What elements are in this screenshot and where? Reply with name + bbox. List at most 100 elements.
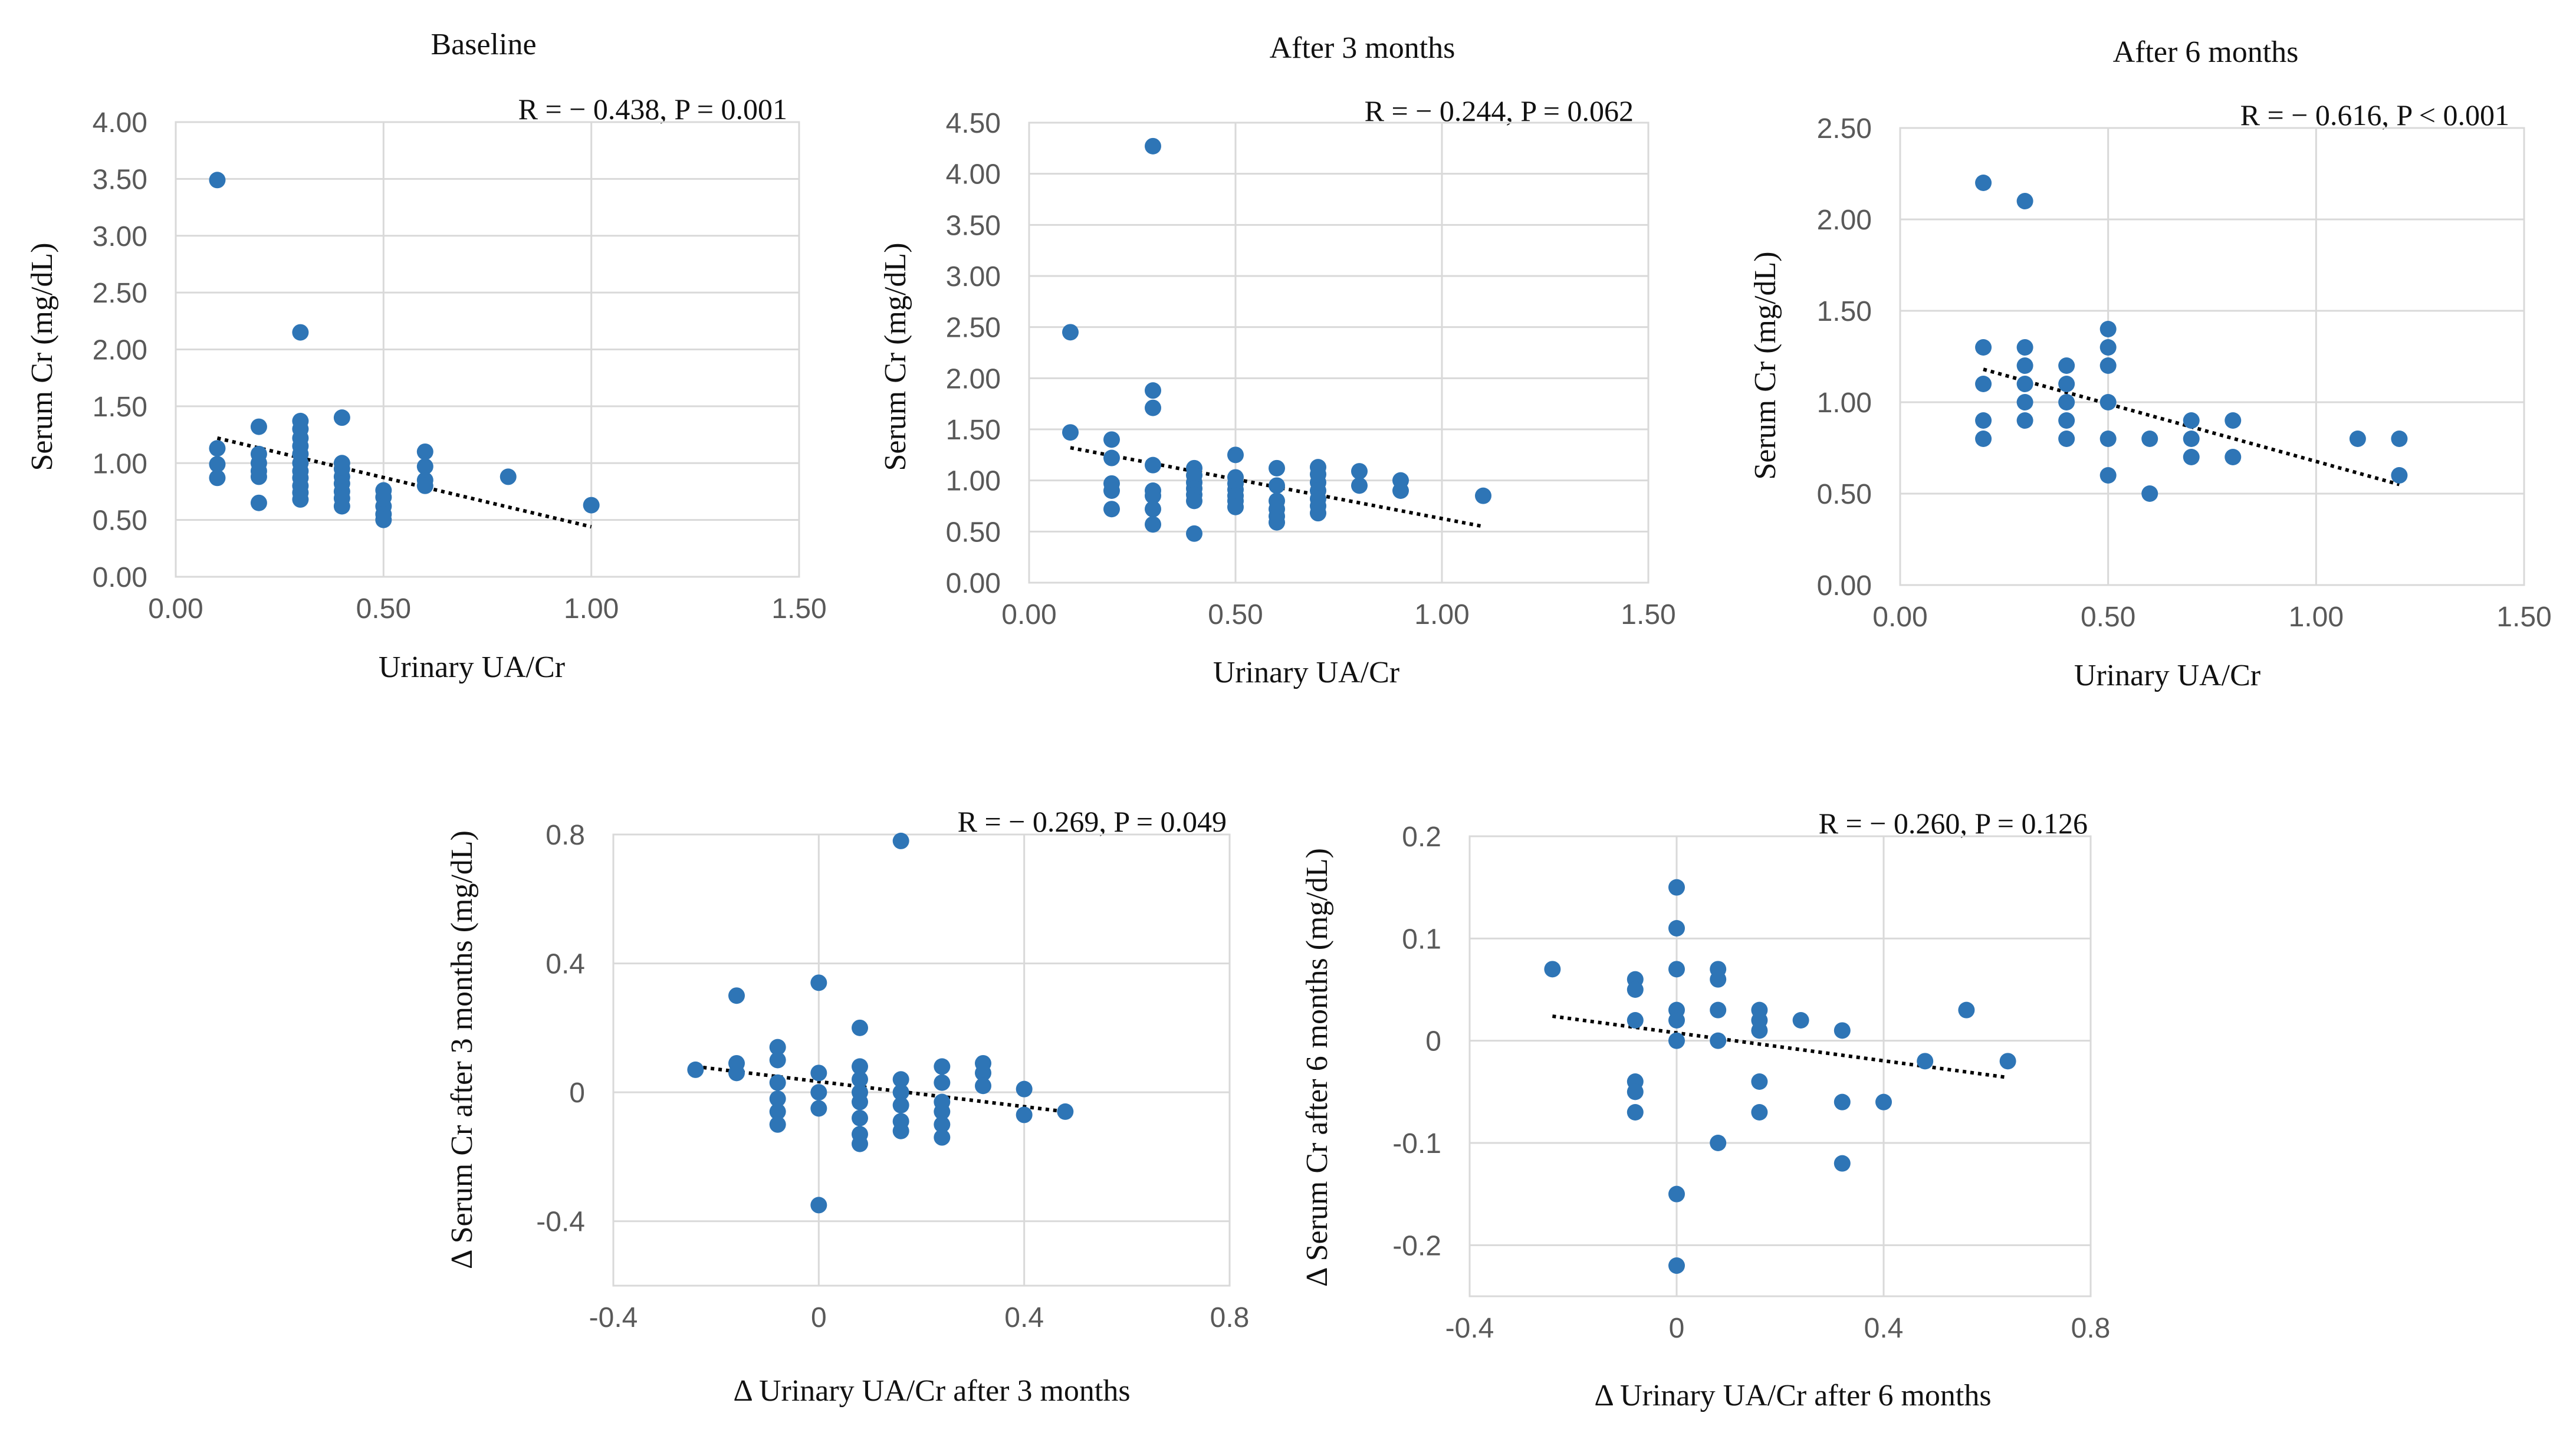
- data-point: [2016, 394, 2033, 410]
- y-tick-label: 0.2: [1402, 822, 1441, 853]
- x-tick-label: 0.00: [148, 593, 203, 625]
- data-point: [2391, 467, 2408, 484]
- data-point: [209, 456, 226, 473]
- data-point: [416, 477, 433, 494]
- data-point: [1627, 981, 1644, 998]
- x-tick-label: 0.50: [356, 593, 411, 625]
- y-tick-label: 4.00: [93, 107, 147, 139]
- data-point: [1145, 516, 1161, 533]
- data-point: [728, 987, 745, 1004]
- data-point: [1834, 1093, 1851, 1111]
- x-tick-label: 0.4: [1004, 1302, 1044, 1333]
- data-point: [583, 497, 600, 514]
- y-tick-label: 0.00: [946, 568, 1001, 599]
- data-point: [1975, 431, 1992, 447]
- x-tick-label: 0.8: [2071, 1313, 2111, 1344]
- data-point: [1710, 971, 1727, 988]
- data-point: [769, 1074, 786, 1091]
- y-tick-label: 2.50: [946, 313, 1001, 344]
- x-tick-label: 0.4: [1864, 1313, 1904, 1344]
- data-point: [1710, 1135, 1727, 1151]
- data-point: [2016, 339, 2033, 356]
- data-point: [250, 418, 267, 435]
- data-point: [1958, 1001, 1975, 1019]
- data-point: [1834, 1155, 1851, 1172]
- data-point: [1668, 1185, 1685, 1203]
- data-point: [769, 1116, 786, 1133]
- data-point: [1103, 501, 1120, 518]
- y-tick-label: 0.00: [1817, 570, 1872, 602]
- data-point: [1710, 1001, 1727, 1019]
- data-point: [2016, 193, 2033, 209]
- y-tick-label: 0.1: [1402, 924, 1441, 955]
- y-axis-label: Δ Serum Cr after 6 months (mg/dL): [1300, 848, 1334, 1287]
- data-point: [1668, 1012, 1685, 1029]
- data-point: [416, 458, 433, 475]
- chart-panel-after-3-months: After 3 months R = − 0.244, P = 0.062 0.…: [879, 31, 1676, 689]
- y-tick-label: 0.50: [946, 517, 1001, 548]
- data-point: [1975, 175, 1992, 191]
- y-tick-label: 0: [1425, 1026, 1441, 1057]
- data-point: [1975, 376, 1992, 392]
- x-tick-label: 1.00: [1414, 599, 1469, 630]
- y-tick-label: 0.00: [93, 562, 147, 593]
- data-point: [2058, 412, 2075, 429]
- data-point: [1062, 324, 1079, 341]
- data-point: [1792, 1012, 1809, 1029]
- y-axis-label: Serum Cr (mg/dL): [1749, 251, 1782, 479]
- data-point: [852, 1071, 868, 1088]
- y-tick-label: 0.50: [93, 505, 147, 537]
- data-point: [1145, 487, 1161, 504]
- data-point: [1668, 961, 1685, 978]
- y-tick-label: 0: [569, 1077, 585, 1109]
- data-point: [728, 1065, 745, 1082]
- data-point: [1392, 482, 1409, 499]
- data-point: [1627, 1012, 1644, 1029]
- y-tick-label: 3.00: [946, 261, 1001, 293]
- x-axis-label: Δ Urinary UA/Cr after 6 months: [1594, 1379, 1991, 1412]
- data-point: [1975, 339, 1992, 356]
- data-point: [2058, 376, 2075, 392]
- data-point: [892, 1071, 909, 1088]
- data-point: [810, 1065, 827, 1082]
- y-tick-label: -0.2: [1392, 1230, 1441, 1261]
- data-point: [333, 409, 350, 426]
- data-point: [1103, 449, 1120, 466]
- y-tick-label: 1.50: [1817, 296, 1872, 327]
- trendline: [216, 436, 592, 529]
- y-tick-label: 1.50: [946, 415, 1001, 446]
- data-point: [2225, 449, 2242, 465]
- data-point: [1103, 431, 1120, 448]
- data-point: [1351, 463, 1368, 480]
- trendline: [1552, 1014, 2009, 1080]
- data-point: [2141, 485, 2158, 502]
- data-point: [2225, 412, 2242, 429]
- x-tick-label: 1.50: [2496, 602, 2551, 633]
- data-point: [687, 1061, 704, 1078]
- data-point: [1751, 1104, 1768, 1121]
- y-tick-label: 3.00: [93, 221, 147, 252]
- y-tick-label: 3.50: [93, 164, 147, 195]
- y-tick-label: 0.50: [1817, 479, 1872, 510]
- data-point: [934, 1103, 951, 1120]
- y-tick-label: 1.00: [1817, 387, 1872, 419]
- data-point: [892, 1097, 909, 1113]
- y-tick-label: 2.50: [1817, 113, 1872, 144]
- data-point: [1227, 498, 1244, 515]
- data-point: [1057, 1103, 1074, 1120]
- chart-panel-delta-6-months: R = − 0.260, P = 0.126 -0.4 0 0.4 0.8-0.2-0…: [1300, 807, 2110, 1412]
- plot-border: [1899, 127, 2525, 586]
- data-point: [1103, 482, 1120, 499]
- data-point: [2099, 357, 2117, 374]
- data-point: [1751, 1022, 1768, 1039]
- data-point: [2141, 431, 2158, 447]
- data-point: [810, 1197, 827, 1214]
- data-point: [292, 324, 309, 341]
- data-point: [852, 1019, 868, 1036]
- data-point: [2099, 321, 2117, 337]
- data-point: [1269, 514, 1285, 531]
- data-point: [2349, 431, 2366, 447]
- x-axis-label: Δ Urinary UA/Cr after 3 months: [733, 1374, 1130, 1408]
- data-point: [769, 1103, 786, 1120]
- correlation-annotation: R = − 0.260, P = 0.126: [1819, 807, 2088, 840]
